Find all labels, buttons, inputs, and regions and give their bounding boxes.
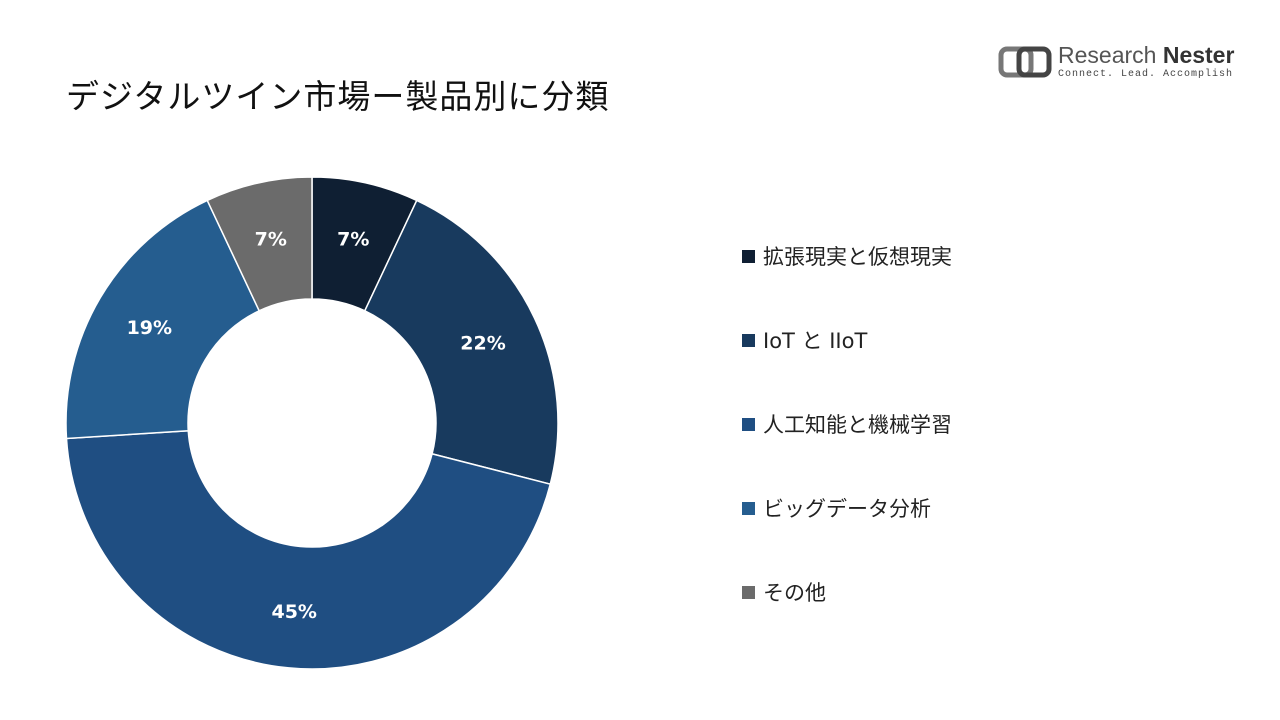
legend-swatch-2	[742, 333, 755, 347]
legend-label-2: IoT と IIoT	[763, 329, 868, 353]
donut-slice-4	[65, 199, 261, 440]
legend-item-3: 人工知能と機械学習	[742, 404, 952, 444]
donut-slice-2	[363, 199, 559, 486]
brand-logo: Research Nester Connect. Lead. Accomplis…	[998, 44, 1234, 80]
legend-label-5: その他	[763, 581, 826, 605]
logo-name: Research Nester	[1058, 42, 1235, 68]
donut-slice-5	[206, 176, 313, 312]
slice-label-1: 7%	[337, 229, 369, 251]
legend-label-1: 拡張現実と仮想現実	[763, 245, 952, 269]
legend-label-4: ビッグデータ分析	[763, 497, 931, 521]
slice-label-3: 45%	[271, 601, 316, 623]
legend-item-1: 拡張現実と仮想現実	[742, 236, 952, 276]
slice-label-2: 22%	[460, 333, 505, 355]
legend-item-5: その他	[742, 572, 952, 612]
donut-chart-svg: 7% 22% 45% 19% 7%	[65, 176, 559, 670]
research-nester-logo-icon	[998, 46, 1052, 78]
legend-swatch-1	[742, 249, 755, 263]
legend-item-2: IoT と IIoT	[742, 320, 952, 360]
donut-chart: 7% 22% 45% 19% 7%	[0, 150, 640, 710]
logo-tagline: Connect. Lead. Accomplish	[1058, 69, 1234, 80]
legend-item-4: ビッグデータ分析	[742, 488, 952, 528]
legend-swatch-3	[742, 417, 755, 431]
donut-slice-3	[65, 429, 552, 670]
page-title: デジタルツイン市場ー製品別に分類	[66, 77, 610, 116]
chart-legend: 拡張現実と仮想現実 IoT と IIoT 人工知能と機械学習 ビッグデータ分析 その他	[742, 236, 952, 656]
slice-label-5: 7%	[255, 229, 287, 251]
legend-label-3: 人工知能と機械学習	[763, 413, 952, 437]
legend-swatch-5	[742, 585, 755, 599]
slice-label-4: 19%	[127, 317, 172, 339]
legend-swatch-4	[742, 501, 755, 515]
